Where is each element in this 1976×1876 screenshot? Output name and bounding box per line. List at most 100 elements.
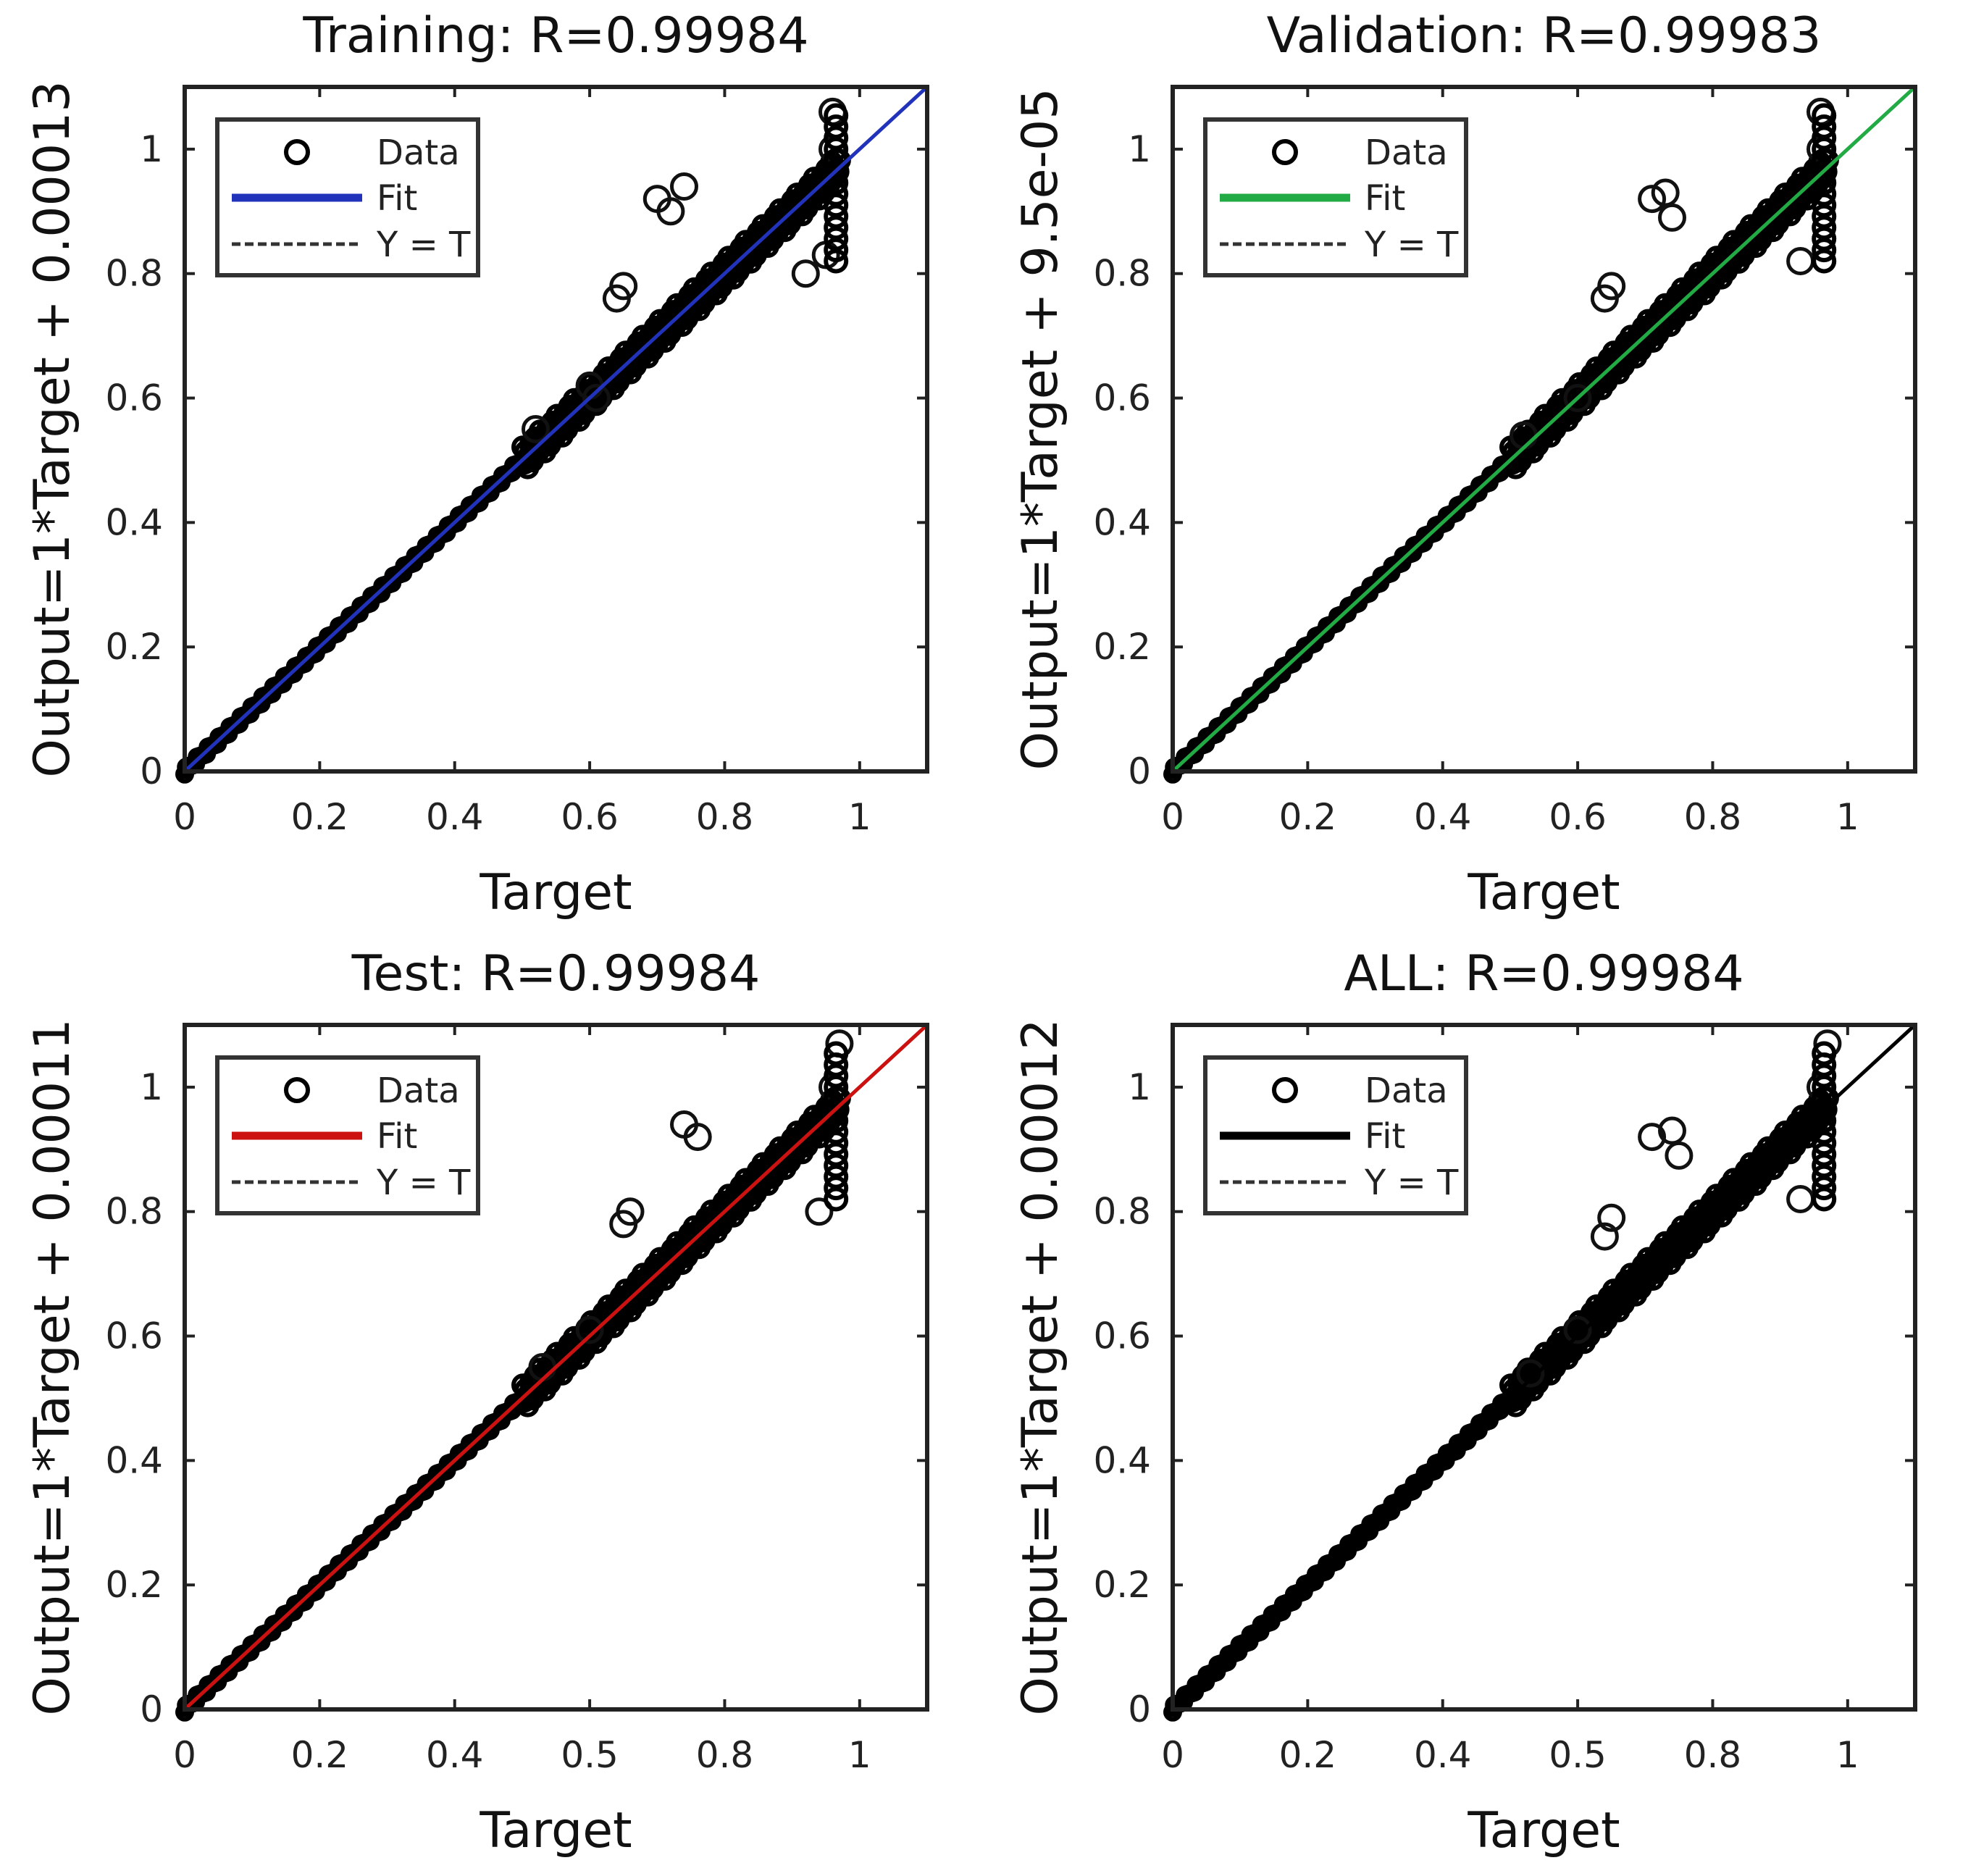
x-tick-label: 0.2 bbox=[291, 796, 349, 838]
outlier-point bbox=[1516, 1359, 1545, 1388]
y-tick-label: 0.4 bbox=[1093, 501, 1151, 543]
y-tick-label: 0.2 bbox=[105, 1564, 163, 1606]
plot-frame bbox=[183, 1023, 929, 1712]
outlier-point bbox=[805, 1197, 834, 1226]
legend-data-marker bbox=[284, 139, 310, 165]
x-tick-label: 1 bbox=[848, 796, 871, 838]
chart-panel-validation: Validation: R=0.99983 Target Output=1*Targ… bbox=[988, 0, 1976, 938]
x-tick-label: 0.4 bbox=[426, 796, 484, 838]
x-tick-label: 0.2 bbox=[1279, 796, 1337, 838]
outlier-point bbox=[656, 197, 685, 226]
legend-label-fit: Fit bbox=[377, 178, 417, 219]
outlier-point bbox=[575, 1315, 604, 1344]
y-tick-label: 0.4 bbox=[105, 1439, 163, 1481]
y-tick-label: 0.2 bbox=[1093, 626, 1151, 668]
y-tick-label: 0 bbox=[1128, 750, 1151, 792]
data-point bbox=[1812, 1052, 1837, 1077]
x-axis-label: Target bbox=[479, 864, 632, 921]
x-tick-label: 0 bbox=[173, 1734, 196, 1776]
x-tick-label: 0 bbox=[1161, 1734, 1184, 1776]
x-tick-label: 0.4 bbox=[426, 1734, 484, 1776]
legend: Data Fit Y = T bbox=[1203, 117, 1468, 277]
y-tick-label: 0.2 bbox=[1093, 1564, 1151, 1606]
x-axis-label: Target bbox=[1467, 1802, 1620, 1859]
y-tick-label: 0.2 bbox=[105, 626, 163, 668]
outlier-point bbox=[683, 1123, 712, 1152]
y-tick-label: 1 bbox=[1128, 128, 1151, 170]
y-tick-label: 0.6 bbox=[105, 1315, 163, 1357]
outlier-point bbox=[670, 172, 698, 201]
data-point bbox=[824, 1041, 849, 1066]
legend: Data Fit Y = T bbox=[215, 1055, 480, 1215]
data-point bbox=[824, 1119, 849, 1144]
chart-title: ALL: R=0.99984 bbox=[1344, 945, 1743, 1002]
x-tick-label: 0.8 bbox=[696, 1734, 754, 1776]
legend-label-data: Data bbox=[377, 133, 460, 173]
y-tick-label: 0.8 bbox=[105, 1191, 163, 1233]
legend-label-fit: Fit bbox=[1365, 178, 1405, 219]
legend-data-marker bbox=[1272, 1077, 1298, 1103]
x-tick-label: 0 bbox=[1161, 796, 1184, 838]
legend-label-fit: Fit bbox=[377, 1116, 417, 1157]
chart-title: Training: R=0.99984 bbox=[302, 7, 808, 64]
outlier-point bbox=[1786, 247, 1815, 275]
y-tick-label: 1 bbox=[140, 128, 163, 170]
data-point bbox=[1812, 114, 1837, 139]
outlier-point bbox=[609, 1210, 638, 1239]
x-tick-label: 1 bbox=[1836, 796, 1859, 838]
y-tick-label: 1 bbox=[1128, 1066, 1151, 1108]
x-tick-label: 0.8 bbox=[696, 796, 754, 838]
chart-panel-training: Training: R=0.99984 Target Output=1*Target… bbox=[0, 0, 988, 938]
y-tick-label: 0.8 bbox=[105, 253, 163, 295]
legend-label-yt: Y = T bbox=[1364, 1163, 1459, 1203]
legend-data-marker bbox=[284, 1077, 310, 1103]
legend-label-yt: Y = T bbox=[1364, 225, 1459, 265]
fit-line bbox=[1171, 85, 1917, 773]
chart-panel-test: Test: R=0.99984 Target Output=1*Target + 0… bbox=[0, 938, 988, 1876]
chart-validation: Validation: R=0.99983 Target Output=1*Targ… bbox=[1012, 7, 1917, 921]
legend: Data Fit Y = T bbox=[1203, 1055, 1468, 1215]
legend: Data Fit Y = T bbox=[215, 117, 480, 277]
outlier-point bbox=[602, 284, 631, 313]
x-tick-label: 0.6 bbox=[561, 796, 619, 838]
y-tick-label: 0.4 bbox=[105, 501, 163, 543]
y-tick-label: 0.6 bbox=[1093, 377, 1151, 419]
x-tick-label: 0.8 bbox=[1684, 1734, 1742, 1776]
outlier-point bbox=[1638, 185, 1667, 214]
legend-data-marker bbox=[1272, 139, 1298, 165]
y-tick-label: 0 bbox=[140, 1688, 163, 1730]
x-tick-label: 0.4 bbox=[1414, 796, 1472, 838]
chart-test: Test: R=0.99984 Target Output=1*Target + 0… bbox=[24, 945, 929, 1859]
outlier-point bbox=[1638, 1123, 1667, 1152]
outlier-point bbox=[1563, 384, 1592, 412]
outlier-point bbox=[791, 259, 820, 288]
legend-label-data: Data bbox=[377, 1071, 460, 1111]
y-tick-label: 0.8 bbox=[1093, 253, 1151, 295]
data-point bbox=[1812, 103, 1837, 128]
x-tick-label: 0.2 bbox=[1279, 1734, 1337, 1776]
plot-frame bbox=[1171, 1023, 1917, 1712]
chart-all: ALL: R=0.99984 Target Output=1*Target + 0.… bbox=[1012, 945, 1917, 1859]
data-point bbox=[1812, 1119, 1837, 1144]
y-tick-label: 0.8 bbox=[1093, 1191, 1151, 1233]
x-axis-label: Target bbox=[1467, 864, 1620, 921]
fit-line bbox=[183, 85, 929, 773]
y-axis-label: Output=1*Target + 9.5e-05 bbox=[1012, 88, 1069, 770]
outlier-point bbox=[522, 415, 550, 443]
outlier-point bbox=[1658, 203, 1686, 232]
legend-label-yt: Y = T bbox=[376, 225, 471, 265]
outlier-point bbox=[1786, 1185, 1815, 1213]
outlier-point bbox=[1651, 178, 1680, 207]
legend-label-fit: Fit bbox=[1365, 1116, 1405, 1157]
outlier-point bbox=[1590, 284, 1619, 313]
x-tick-label: 0.2 bbox=[291, 1734, 349, 1776]
legend-label-yt: Y = T bbox=[376, 1163, 471, 1203]
data-point bbox=[824, 1052, 849, 1077]
y-axis-label: Output=1*Target + 0.00013 bbox=[24, 80, 81, 777]
chart-training: Training: R=0.99984 Target Output=1*Target… bbox=[24, 7, 929, 921]
data-point bbox=[824, 114, 849, 139]
chart-title: Test: R=0.99984 bbox=[351, 945, 761, 1002]
x-tick-label: 0.8 bbox=[1684, 796, 1742, 838]
x-tick-label: 0 bbox=[173, 796, 196, 838]
y-axis-label: Output=1*Target + 0.00011 bbox=[24, 1018, 81, 1715]
